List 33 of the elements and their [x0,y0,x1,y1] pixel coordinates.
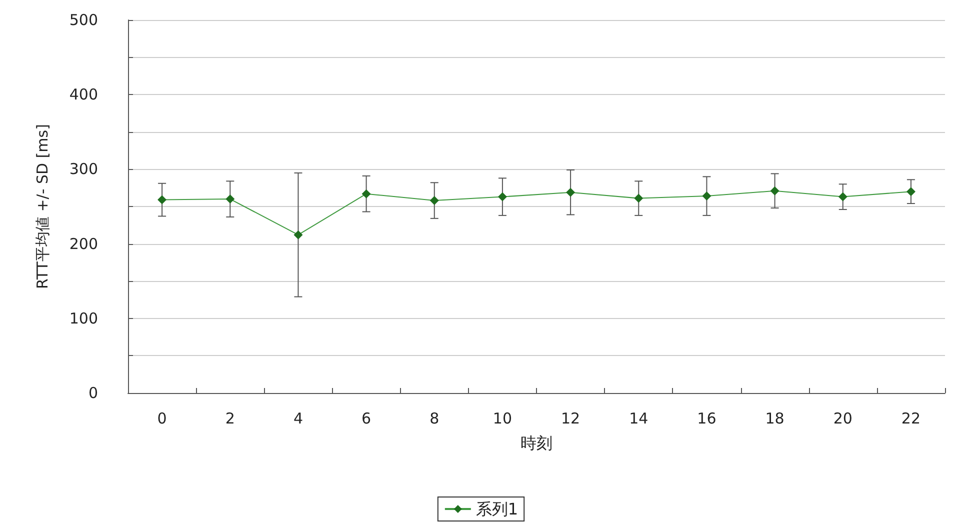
point [566,188,576,197]
y-axis-title: RTT平均値 +/- SD [ms] [34,124,52,289]
x-tick-label: 2 [225,410,235,428]
y-tick-label: 200 [69,234,98,253]
point [430,196,439,206]
point [634,194,644,203]
legend-label: 系列1 [476,500,518,518]
y-tick-label: 0 [88,384,98,402]
point [702,192,712,201]
x-tick-label: 4 [293,410,303,428]
y-tick-label: 500 [69,11,98,29]
y-tick-label: 400 [69,86,98,104]
y-tick-label: 300 [69,160,98,178]
point [362,189,371,198]
x-tick-label: 12 [560,410,580,428]
x-axis-title: 時刻 [520,434,552,452]
x-tick-label: 6 [362,410,372,428]
point [838,192,848,202]
x-tick-label: 22 [901,410,921,428]
x-tick-label: 10 [492,410,512,428]
point [158,195,167,204]
point [226,194,235,204]
point [294,230,303,240]
x-tick-label: 0 [157,410,167,428]
point [906,187,916,196]
point [498,192,507,202]
x-tick-label: 14 [629,410,648,428]
x-tick-label: 20 [833,410,852,428]
x-tick-label: 18 [765,410,784,428]
x-tick-label: 8 [430,410,440,428]
x-tick-label: 16 [697,410,716,428]
y-tick-label: 100 [69,309,98,328]
point [770,186,780,196]
